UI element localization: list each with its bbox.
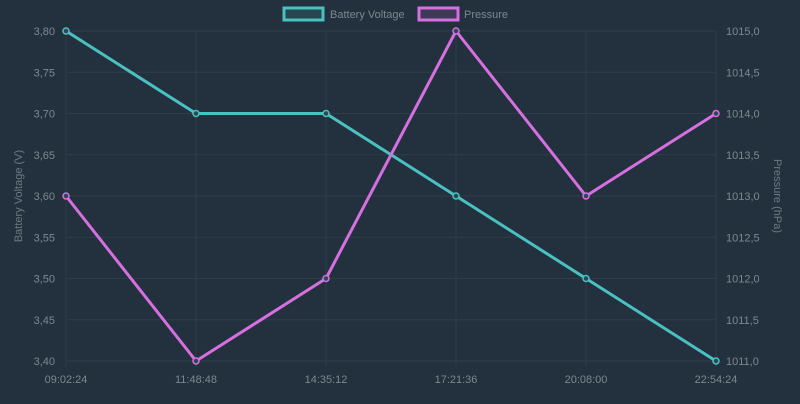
data-point[interactable] [452,27,460,35]
legend[interactable]: Battery Voltage Pressure [282,6,508,22]
series-line [64,29,717,363]
left-tick-label: 3,45 [34,315,55,327]
left-tick-label: 3,75 [34,67,55,79]
left-tick-label: 3,65 [34,150,55,162]
data-point[interactable] [322,109,330,118]
data-point[interactable] [62,192,70,200]
right-tick-label: 1014,0 [726,109,760,121]
data-point[interactable] [712,109,720,118]
legend-label: Pressure [464,9,508,21]
right-tick-label: 1011,5 [726,315,759,327]
data-point[interactable] [712,357,720,365]
right-tick-label: 1013,0 [726,191,760,203]
legend-label: Battery Voltage [330,9,405,21]
left-tick-label: 3,50 [34,274,55,286]
x-tick-label: 22:54:24 [695,374,738,386]
right-tick-label: 1013,5 [726,150,760,162]
right-tick-label: 1012,5 [726,232,760,244]
data-point[interactable] [192,109,200,118]
left-axis-ticks: 3,80 3,75 3,70 3,65 3,60 3,55 3,50 3,45 3,40 [34,26,55,368]
right-axis-ticks: 1015,0 1014,5 1014,0 1013,5 1013,0 1012,5 1012… [726,26,760,368]
legend-item[interactable]: Pressure [417,6,508,22]
data-point[interactable] [192,357,200,365]
legend-item[interactable]: Battery Voltage [282,6,405,22]
grid [65,30,717,367]
right-tick-label: 1011,0 [726,356,759,368]
left-tick-label: 3,70 [34,109,55,121]
legend-swatch [417,6,460,22]
x-tick-label: 14:35:12 [305,374,348,386]
data-point[interactable] [322,274,330,283]
data-point[interactable] [582,274,590,283]
data-point[interactable] [582,192,590,200]
right-tick-label: 1014,5 [726,67,760,79]
left-tick-label: 3,55 [34,232,55,244]
x-tick-label: 09:02:24 [45,374,88,386]
x-tick-label: 20:08:00 [565,374,608,386]
x-tick-label: 17:21:36 [435,374,478,386]
series [62,27,720,365]
left-tick-label: 3,40 [34,356,55,368]
legend-swatch [282,6,325,22]
right-axis-title: Pressure (hPa) [771,159,783,233]
right-tick-label: 1012,0 [726,274,760,286]
left-tick-label: 3,60 [34,191,55,203]
right-tick-label: 1015,0 [726,26,760,38]
x-axis-ticks: 09:02:24 11:48:48 14:35:12 17:21:36 20:08:00… [45,374,738,386]
data-point[interactable] [452,192,460,200]
data-point[interactable] [62,27,70,35]
left-axis-title: Battery Voltage (V) [13,150,25,242]
left-tick-label: 3,80 [34,26,55,38]
x-tick-label: 11:48:48 [175,374,217,386]
